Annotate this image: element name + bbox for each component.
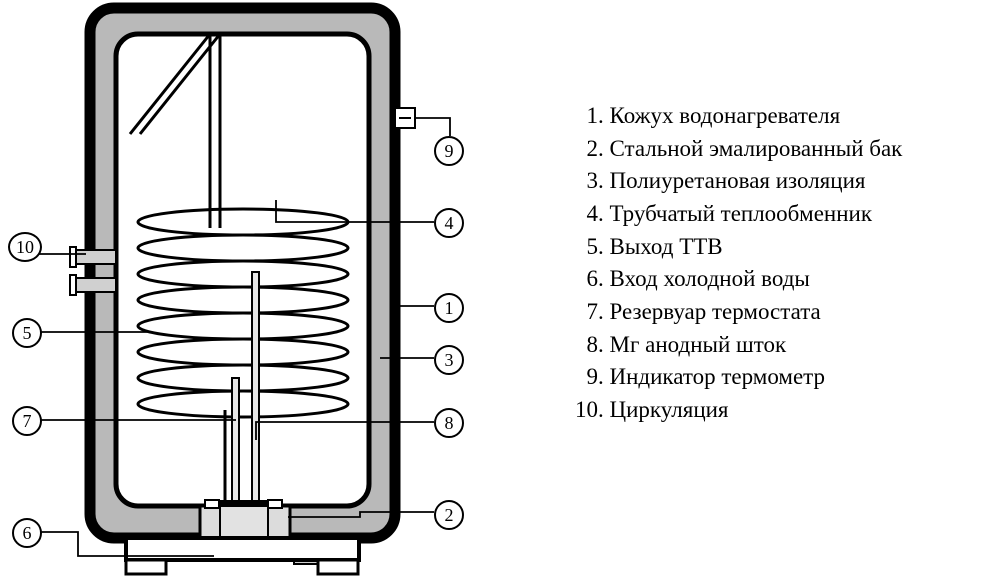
legend-item: 7. Резервуар термостата: [560, 296, 902, 329]
legend-num: 6: [560, 263, 598, 296]
legend-num: 1: [560, 100, 598, 133]
callout-5: 5: [12, 318, 42, 348]
legend-item: 3. Полиуретановая изоляция: [560, 165, 902, 198]
legend-num: 3: [560, 165, 598, 198]
callout-6: 6: [12, 518, 42, 548]
water-heater-diagram: [0, 0, 500, 582]
legend-item: 10. Циркуляция: [560, 394, 902, 427]
legend-num: 5: [560, 231, 598, 264]
legend-text: Стальной эмалированный бак: [610, 136, 903, 161]
legend-text: Резервуар термостата: [610, 299, 821, 324]
legend-text: Мг анодный шток: [610, 332, 787, 357]
legend-text: Вход холодной воды: [610, 266, 810, 291]
legend-item: 2. Стальной эмалированный бак: [560, 133, 902, 166]
legend-item: 8. Мг анодный шток: [560, 329, 902, 362]
legend-text: Циркуляция: [610, 397, 729, 422]
legend-text: Индикатор термометр: [610, 364, 826, 389]
callout-3: 3: [434, 345, 464, 375]
legend-text: Выход ТТВ: [610, 234, 723, 259]
callout-10: 10: [8, 232, 42, 262]
legend-num: 8: [560, 329, 598, 362]
legend-text: Трубчатый теплообменник: [610, 201, 873, 226]
legend-text: Полиуретановая изоляция: [610, 168, 866, 193]
legend-item: 4. Трубчатый теплообменник: [560, 198, 902, 231]
legend-num: 9: [560, 361, 598, 394]
legend: 1. Кожух водонагревателя 2. Стальной эма…: [560, 100, 902, 427]
legend-item: 9. Индикатор термометр: [560, 361, 902, 394]
callout-8: 8: [434, 408, 464, 438]
callout-9: 9: [434, 136, 464, 166]
callout-1: 1: [434, 293, 464, 323]
callout-7: 7: [12, 406, 42, 436]
legend-item: 1. Кожух водонагревателя: [560, 100, 902, 133]
legend-num: 4: [560, 198, 598, 231]
page: 1. Кожух водонагревателя 2. Стальной эма…: [0, 0, 1000, 582]
callout-2: 2: [434, 500, 464, 530]
legend-item: 5. Выход ТТВ: [560, 231, 902, 264]
legend-num: 10: [560, 394, 598, 427]
callout-4: 4: [434, 208, 464, 238]
legend-num: 2: [560, 133, 598, 166]
legend-item: 6. Вход холодной воды: [560, 263, 902, 296]
legend-text: Кожух водонагревателя: [610, 103, 841, 128]
legend-num: 7: [560, 296, 598, 329]
